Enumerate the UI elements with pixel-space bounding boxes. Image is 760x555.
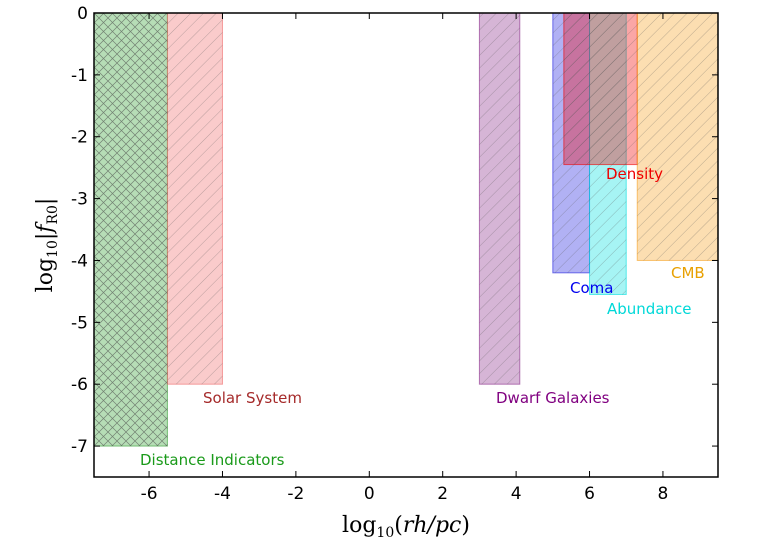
label-density: Density — [606, 165, 663, 183]
x-tick-label: 8 — [658, 484, 669, 504]
region-hatch-distance-indicators — [94, 13, 168, 447]
y-tick-label: -1 — [71, 66, 88, 86]
x-tick-label: -6 — [141, 484, 158, 504]
x-tick-label: 0 — [364, 484, 375, 504]
y-tick-label: 0 — [77, 4, 88, 24]
y-tick-label: -6 — [71, 375, 88, 395]
region-hatch-solar-system — [167, 13, 223, 385]
x-tick-label: -2 — [287, 484, 304, 504]
x-axis-label: log10(rh/pc) — [342, 513, 470, 541]
x-tick-label: -4 — [214, 484, 231, 504]
y-axis-label: log10|fR0| — [33, 198, 61, 293]
y-tick-label: -3 — [71, 190, 88, 210]
hatch-layer — [94, 13, 718, 447]
region-hatch-dwarf-galaxies — [479, 13, 520, 385]
plot-frame — [93, 12, 719, 478]
label-distance-indicators: Distance Indicators — [140, 451, 285, 469]
region-labels: Distance Indicators Solar System Dwarf Gal… — [140, 165, 705, 469]
region-hatch-density — [563, 13, 638, 165]
label-dwarf-galaxies: Dwarf Galaxies — [496, 389, 610, 407]
ticks-layer: -6 -4 -2 0 2 4 6 8 0 -1 -2 -3 -4 -5 -6 -7 — [71, 4, 718, 504]
x-tick-label: 2 — [437, 484, 448, 504]
label-solar-system: Solar System — [203, 389, 302, 407]
y-tick-label: -7 — [71, 437, 88, 457]
y-tick-label: -2 — [71, 128, 88, 148]
y-tick-label: -4 — [71, 251, 88, 271]
region-hatch-cmb — [637, 13, 718, 261]
x-tick-label: 6 — [584, 484, 595, 504]
x-tick-label: 4 — [511, 484, 522, 504]
label-coma: Coma — [570, 279, 613, 297]
y-tick-label: -5 — [71, 313, 88, 333]
label-cmb: CMB — [671, 264, 705, 282]
label-abundance: Abundance — [607, 300, 692, 318]
